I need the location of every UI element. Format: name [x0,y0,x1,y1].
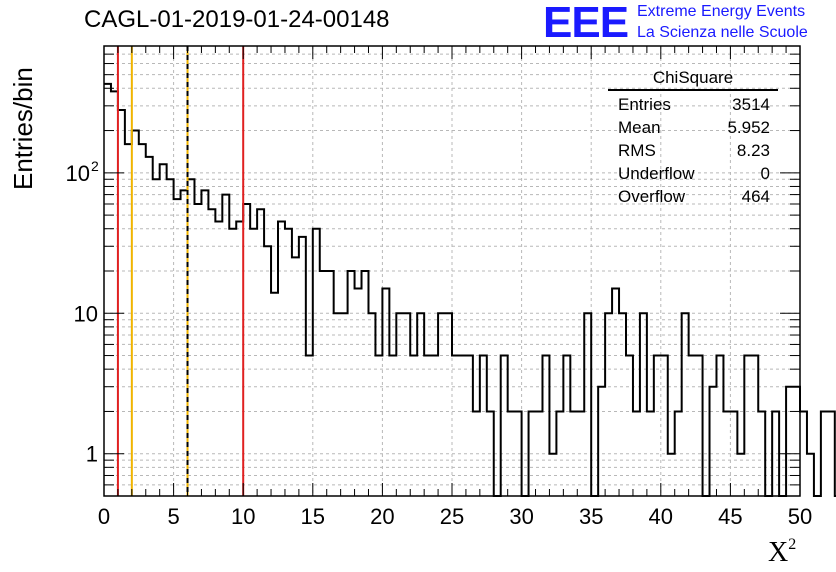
eee-logo: EEE [543,0,629,47]
y-axis-label: Entries/bin [8,67,38,190]
y-tick-label-exponent: 2 [91,158,99,174]
stats-label: Mean [618,118,661,137]
stats-row-overflow: Overflow 464 [608,185,778,208]
x-tick-label: 35 [579,504,603,529]
stats-value: 3514 [732,95,770,114]
x-axis-label-text: X [768,537,789,568]
x-tick-label: 30 [509,504,533,529]
stats-label: Entries [618,95,671,114]
stats-title: ChiSquare [608,68,778,91]
stats-row-underflow: Underflow 0 [608,162,778,185]
x-tick-label: 50 [788,504,812,529]
x-tick-label: 15 [301,504,325,529]
y-tick-label: 10 [66,161,90,186]
stats-label: Underflow [618,164,695,183]
stats-value: 464 [741,187,770,206]
x-tick-label: 20 [370,504,394,529]
stats-row-entries: Entries 3514 [608,93,778,116]
stats-label: Overflow [618,187,686,206]
y-tick-label: 10 [74,301,98,326]
chart-title: CAGL-01-2019-01-24-00148 [84,6,390,33]
x-tick-label: 40 [649,504,673,529]
stats-row-mean: Mean 5.952 [608,116,778,139]
stats-label: RMS [618,141,656,160]
y-axis-label-wrap: Entries/bin [8,40,42,190]
x-tick-label: 45 [718,504,742,529]
x-tick-label: 10 [231,504,255,529]
stats-box: ChiSquare Entries 3514 Mean 5.952 RMS 8.23 … [608,68,778,208]
stats-row-rms: RMS 8.23 [608,139,778,162]
histogram-line [104,82,836,497]
x-axis-label-superscript: 2 [788,536,797,553]
x-axis-label: X2 [768,536,796,569]
stats-value: 0 [760,164,770,183]
y-tick-label: 1 [86,442,98,467]
x-tick-label: 0 [98,504,110,529]
x-tick-label: 5 [167,504,179,529]
eee-logo-line1: Extreme Energy Events [637,3,806,20]
stats-value: 8.23 [736,141,770,160]
x-tick-label: 25 [440,504,464,529]
eee-logo-line2: La Scienza nelle Scuole [637,24,808,41]
stats-value: 5.952 [727,118,770,137]
